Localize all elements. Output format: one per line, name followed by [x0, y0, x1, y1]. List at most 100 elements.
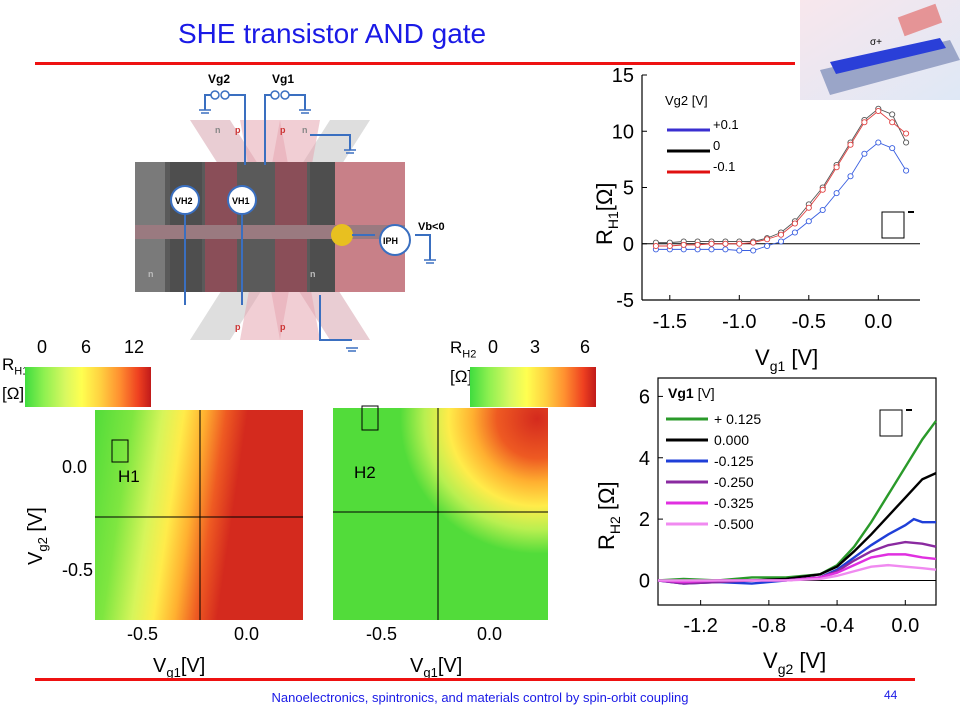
- colorbar2-label: RH2: [450, 338, 477, 361]
- colorbar2-unit: [Ω]: [450, 367, 473, 386]
- rh2-xtick-label: -1.2: [683, 615, 717, 637]
- colorbar1-unit: [Ω]: [2, 384, 25, 403]
- region-letter: n: [148, 269, 154, 279]
- gate-label-vg2: Vg2: [208, 72, 230, 86]
- current-label: IPH: [383, 236, 398, 246]
- rh2-xtick-label: -0.8: [752, 615, 786, 637]
- bias-label: Vb<0: [418, 221, 445, 233]
- page-number: 44: [884, 688, 898, 702]
- device-schematic: Vg2 Vg1 VH2 VH1 IPH Vb<0 n p p n n p p n: [135, 72, 445, 352]
- heatmap-h2-xtick: 0.0: [477, 624, 502, 644]
- rh2-legend-label: -0.125: [714, 453, 754, 469]
- region-letter: n: [302, 125, 308, 135]
- heatmap-h1-ytick: 0.0: [62, 457, 87, 477]
- colorbar1-tick: 12: [124, 337, 145, 357]
- rh2-legend-label: 0.000: [714, 432, 749, 448]
- heatmap-h1-xtick: -0.5: [127, 624, 158, 644]
- rh1-xtick-label: -1.0: [722, 311, 756, 333]
- rh2-legend-label: -0.325: [714, 495, 754, 511]
- rh1-point: [750, 247, 757, 254]
- rh1-point: [833, 164, 840, 171]
- rh1-point: [708, 240, 715, 247]
- chart-rh2: -1.2 -0.8 -0.4 0.0 6 4 2 0 Vg1 [V] + 0.125 0.000…: [594, 377, 937, 677]
- rh1-xtick-label: -1.5: [653, 311, 687, 333]
- rh1-legend-label: -0.1: [713, 159, 735, 174]
- rh2-xtick-label: 0.0: [891, 615, 919, 637]
- rh1-point: [777, 238, 785, 245]
- colorbar2-tick: 3: [530, 337, 541, 357]
- region-letter: p: [280, 125, 286, 135]
- colorbar1-tick: 0: [37, 337, 48, 357]
- rh1-xlabel: Vg1 [V]: [755, 345, 818, 374]
- hall-label-vh2: VH2: [175, 196, 193, 206]
- rh1-point: [889, 119, 896, 126]
- rh1-ytick-label: 0: [623, 234, 634, 256]
- rh2-frame: [657, 377, 937, 606]
- heatmap-h2-xlabel: Vg1[V]: [410, 655, 462, 680]
- heatmap-h1-xlabel: Vg1[V]: [153, 655, 205, 680]
- rh1-point: [861, 119, 868, 126]
- region-letter: p: [235, 322, 241, 332]
- rh2-legend-label: -0.500: [714, 516, 754, 532]
- heatmap-h1-ylabel: Vg2 [V]: [25, 507, 50, 565]
- heatmap-h2-label: H2: [354, 463, 376, 482]
- rh2-legend-title: Vg1 [V]: [668, 385, 715, 401]
- rh1-point: [847, 173, 854, 180]
- rh1-ytick-label: 10: [612, 121, 634, 143]
- rh1-point: [791, 220, 798, 227]
- colorbar2: [470, 367, 596, 407]
- rh1-point: [903, 167, 910, 174]
- rh1-legend-label: +0.1: [713, 117, 739, 132]
- region-letter: n: [215, 125, 221, 135]
- rh2-series-line: [657, 540, 937, 585]
- laser-spot: [331, 224, 353, 246]
- rh1-point: [764, 242, 771, 250]
- colorbar2-tick: 0: [488, 337, 499, 357]
- heatmap-h2: H2 -0.5 0.0 Vg1[V]: [333, 405, 548, 680]
- rh2-ytick-label: 6: [639, 386, 650, 408]
- rh2-legend-label: + 0.125: [714, 411, 761, 427]
- colorbar1-label: RH1: [2, 355, 29, 378]
- heatmap-h2-xtick: -0.5: [366, 624, 397, 644]
- rh2-series-line: [657, 420, 937, 582]
- bottom-rule: [35, 678, 915, 681]
- rh1-point: [875, 107, 882, 115]
- rh2-ytick-label: 4: [639, 448, 650, 470]
- rh1-point: [722, 246, 729, 253]
- rh1-xtick-label: -0.5: [792, 311, 826, 333]
- rh1-point: [903, 139, 910, 146]
- heatmap-h1-ytick: -0.5: [62, 560, 93, 580]
- top-rule: [35, 62, 795, 65]
- rh1-legend-label: 0: [713, 138, 720, 153]
- rh2-ytick-label: 2: [639, 509, 650, 531]
- rh2-legend-label: -0.250: [714, 474, 754, 490]
- rh1-ylabel: RH1[Ω]: [592, 183, 621, 245]
- rh1-xtick-label: 0.0: [864, 311, 892, 333]
- colorbar2-tick: 6: [580, 337, 591, 357]
- rh1-point: [861, 150, 868, 157]
- rh2-ylabel: RH2 [Ω]: [594, 481, 623, 550]
- rh1-ytick-label: 5: [623, 178, 634, 200]
- device-rendering-image: σ+: [800, 0, 960, 100]
- rh1-point: [805, 204, 812, 211]
- hall-label-vh1: VH1: [232, 196, 250, 206]
- footer-text: Nanoelectronics, spintronics, and materi…: [271, 690, 689, 705]
- rh1-point: [722, 240, 729, 247]
- rh1-point: [680, 241, 687, 248]
- rh2-ytick-label: 0: [639, 570, 650, 592]
- rh1-point: [819, 186, 826, 193]
- heatmap-h1: H1 0.0 -0.5 -0.5 0.0 Vg1[V] Vg2 [V]: [25, 410, 303, 680]
- rh1-point: [777, 231, 785, 238]
- region-letter: n: [310, 269, 316, 279]
- rh1-point: [694, 241, 701, 248]
- colorbar1: [25, 367, 151, 407]
- rh1-point: [791, 229, 798, 236]
- rh1-point: [875, 139, 882, 146]
- slide-title: SHE transistor AND gate: [178, 18, 487, 49]
- region-letter: p: [235, 125, 241, 135]
- rh1-point: [833, 190, 840, 197]
- rh1-ytick-label: 15: [612, 65, 634, 87]
- rh1-point: [652, 242, 659, 250]
- heatmap-h1-xtick: 0.0: [234, 624, 259, 644]
- rh1-point: [750, 239, 757, 246]
